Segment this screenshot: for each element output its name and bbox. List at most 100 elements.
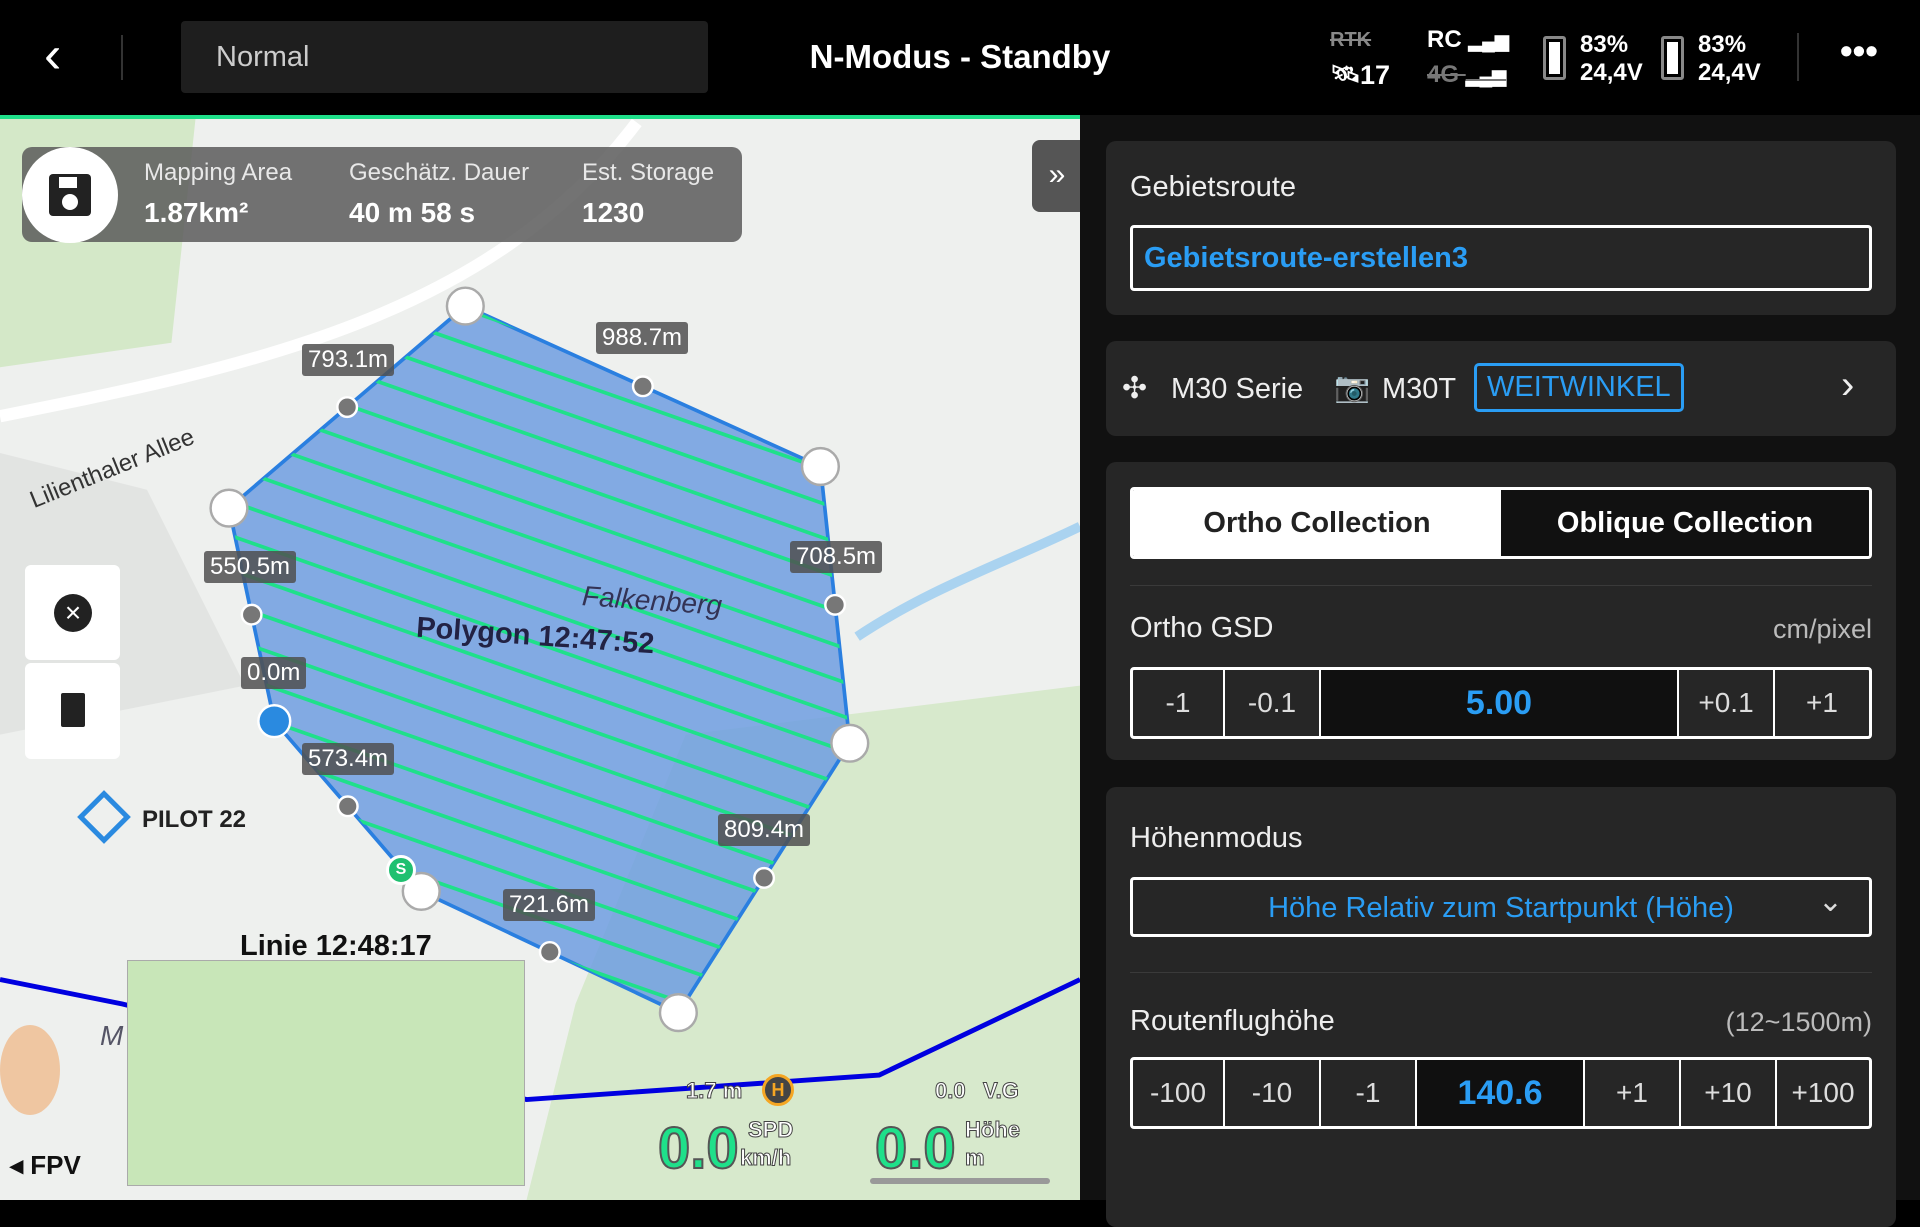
vertex-handle[interactable] [800,446,840,487]
gsd-value[interactable]: 5.00 [1321,670,1679,736]
flight-path-line [228,585,850,835]
edge-length-label: 809.4m [718,814,811,846]
flight-status-title: N-Modus - Standby [809,38,1111,75]
edge-length-label: 0.0m [241,657,307,689]
tab-ortho[interactable]: Ortho Collection [1133,490,1501,556]
home-distance: 1.7 m [685,1078,743,1104]
alt-minus-10[interactable]: -10 [1225,1060,1321,1126]
satellite-count: 17 [1360,60,1391,90]
clear-button[interactable]: × [25,565,120,660]
area-value: 1.87km² [144,197,249,228]
mode-selector[interactable]: Normal [181,21,708,93]
rc-signal: RC ▂▄▆ [1427,26,1509,53]
edge-length-label: 573.4m [302,743,395,775]
edge-length-label: 550.5m [204,551,297,583]
flight-path-line [228,414,850,663]
add-vertex-icon[interactable] [336,396,359,419]
altitude-value[interactable]: 140.6 [1417,1060,1585,1126]
gsd-minus-1[interactable]: -1 [1133,670,1225,736]
collection-card: Ortho Collection Oblique Collection Orth… [1106,462,1896,760]
vertex-handle[interactable] [445,286,485,326]
fpv-minimap[interactable] [127,960,525,1186]
map-view[interactable]: Mapping Area 1.87km² Geschätz. Dauer 40 m … [0,115,1080,1200]
start-vertex-handle[interactable] [257,704,292,739]
area-label: Mapping Area [144,159,293,186]
alt-plus-1[interactable]: +1 [1585,1060,1681,1126]
alt-plus-10[interactable]: +10 [1681,1060,1777,1126]
alt-plus-100[interactable]: +100 [1791,1077,1855,1108]
start-marker: S [386,855,416,885]
scrollbar[interactable] [870,1178,1050,1184]
vertex-handle[interactable] [658,993,698,1033]
alt-minus-100[interactable]: -100 [1133,1060,1225,1126]
add-vertex-icon[interactable] [336,795,359,818]
area-stat: Mapping Area 1.87km² [144,159,292,229]
save-button[interactable] [22,147,118,243]
storage-value: 1230 [582,197,645,228]
camera-icon: 📷 [1334,372,1371,404]
collection-tabs: Ortho Collection Oblique Collection [1130,487,1872,559]
vertex-handle[interactable] [830,723,870,763]
chevron-right-icon[interactable]: › [1841,363,1855,407]
divider [121,35,123,80]
battery2-percent: 83% [1698,31,1747,58]
expand-panel-icon[interactable]: » [1032,140,1080,212]
add-vertex-icon[interactable] [824,593,847,616]
satellite-icon: 🛰 [1330,61,1361,88]
gsd-minus-0.1[interactable]: -0.1 [1225,670,1321,736]
flight-path-line [228,551,850,801]
vertex-handle[interactable] [401,871,441,911]
delete-button[interactable] [25,663,120,759]
river [854,522,1080,641]
tab-oblique[interactable]: Oblique Collection [1501,490,1869,556]
height-mode-value: Höhe Relativ zum Startpunkt (Höhe) [1268,892,1734,924]
divider [1130,585,1872,586]
gsd-plus-0.1[interactable]: +0.1 [1679,670,1775,736]
gsd-plus-1[interactable]: +1 [1806,687,1838,718]
progress-line [0,115,1080,119]
add-vertex-icon[interactable] [631,375,654,398]
drone-icon: ✣ [1122,372,1148,405]
flight-line [0,977,1080,1103]
rtk-status: RTK [1330,29,1372,51]
divider [1130,972,1872,973]
add-vertex-icon[interactable] [538,940,561,964]
duration-stat: Geschätz. Dauer 40 m 58 s [349,159,529,229]
home-point-icon: H [762,1074,794,1106]
pilot-label: PILOT 22 [142,806,247,833]
route-altitude-range: (12~1500m) [1725,1007,1872,1037]
battery2-voltage: 24,4V [1698,59,1761,86]
drone-model: M30 Serie [1171,373,1304,405]
line-label: Linie 12:48:17 [240,930,432,962]
fpv-button[interactable]: ◂ FPV [10,1150,81,1180]
altitude-card: Höhenmodus Höhe Relativ zum Startpunkt (… [1106,787,1896,1227]
flight-path-line [228,517,850,766]
chevron-down-icon: ⌄ [1817,885,1843,918]
height-mode-dropdown[interactable]: Höhe Relativ zum Startpunkt (Höhe) ⌄ [1130,877,1872,937]
edge-length-label: 988.7m [596,322,689,354]
flight-path-line [228,654,850,903]
map-letter: M [100,1020,124,1051]
fpv-label: FPV [30,1150,81,1180]
vertex-handle[interactable] [209,488,249,528]
duration-value: 40 m 58 s [349,197,476,228]
route-name-input[interactable]: Gebietsroute-erstellen3 [1130,225,1872,291]
battery1-voltage: 24,4V [1580,59,1643,86]
back-icon[interactable]: ‹ [44,26,62,84]
edge-length-label: 793.1m [302,344,395,376]
duration-label: Geschätz. Dauer [349,159,530,186]
rc-label: RC [1427,26,1462,53]
route-card: Gebietsroute Gebietsroute-erstellen3 [1106,141,1896,315]
aircraft-card[interactable]: ✣ M30 Serie 📷 M30T WEITWINKEL › [1106,341,1896,436]
add-vertex-icon[interactable] [753,866,776,889]
lens-badge[interactable]: WEITWINKEL [1474,363,1684,412]
flight-path-line [228,448,850,698]
more-icon[interactable]: ••• [1840,30,1878,71]
alt-minus-1[interactable]: -1 [1321,1060,1417,1126]
close-icon: × [54,594,92,632]
add-vertex-icon[interactable] [240,603,263,626]
4g-signal: 4G ▂▄▆ [1427,61,1507,88]
edge-length-label: 721.6m [503,889,596,921]
save-icon [49,174,91,216]
battery-icon [1661,36,1684,80]
